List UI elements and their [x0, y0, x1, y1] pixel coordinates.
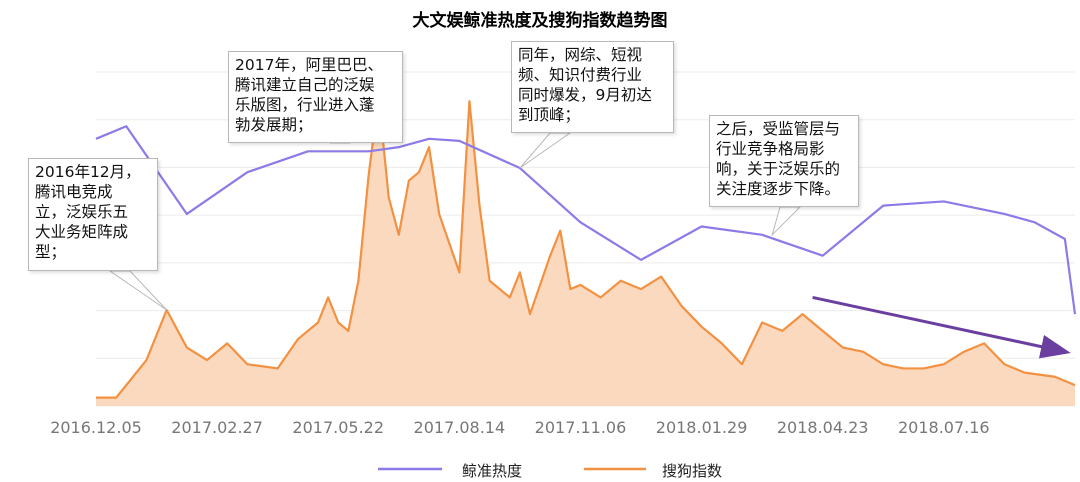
series-jingzhun-line: [95, 125, 1077, 315]
callout-pointer-0: [108, 270, 168, 311]
annotation-2016-12: 2016年12月， 腾讯电竞成 立，泛娱乐五 大业务矩阵成 型；: [28, 158, 158, 271]
annotation-decline: 之后，受监管层与 行业竞争格局影 响，关于泛娱乐的 关注度逐步下降。: [709, 115, 859, 207]
x-tick-label: 2018.04.23: [776, 418, 869, 437]
annotation-2017: 2017年，阿里巴巴、 腾讯建立自己的泛娱 乐版图，行业进入蓬 勃发展期；: [228, 51, 403, 143]
x-tick-label: 2017.02.27: [171, 418, 263, 437]
x-tick-label: 2017.08.14: [413, 418, 506, 437]
x-tick-label: 2016.12.05: [50, 418, 142, 437]
legend-label-jingzhun: 鲸准热度: [462, 462, 523, 480]
series-sogou-line: [96, 95, 1076, 399]
chart-title: 大文娱鲸准热度及搜狗指数趋势图: [412, 11, 668, 31]
callout-pointer-2: [519, 132, 572, 169]
x-tick-label: 2017.05.22: [292, 418, 385, 437]
annotation-2017-peak: 同年，网综、短视 频、知识付费行业 同时爆发，9月初达 到顶峰；: [511, 41, 674, 133]
series-sogou-area: [96, 97, 1075, 407]
x-tick-label: 2017.11.06: [534, 418, 627, 437]
x-tick-label: 2018.01.29: [655, 418, 748, 437]
legend-label-sogou: 搜狗指数: [662, 462, 723, 480]
trend-arrow: [812, 295, 1071, 359]
plot-area: [95, 95, 1077, 407]
callout-pointer-3: [771, 206, 802, 237]
x-tick-label: 2018.07.16: [897, 418, 990, 437]
